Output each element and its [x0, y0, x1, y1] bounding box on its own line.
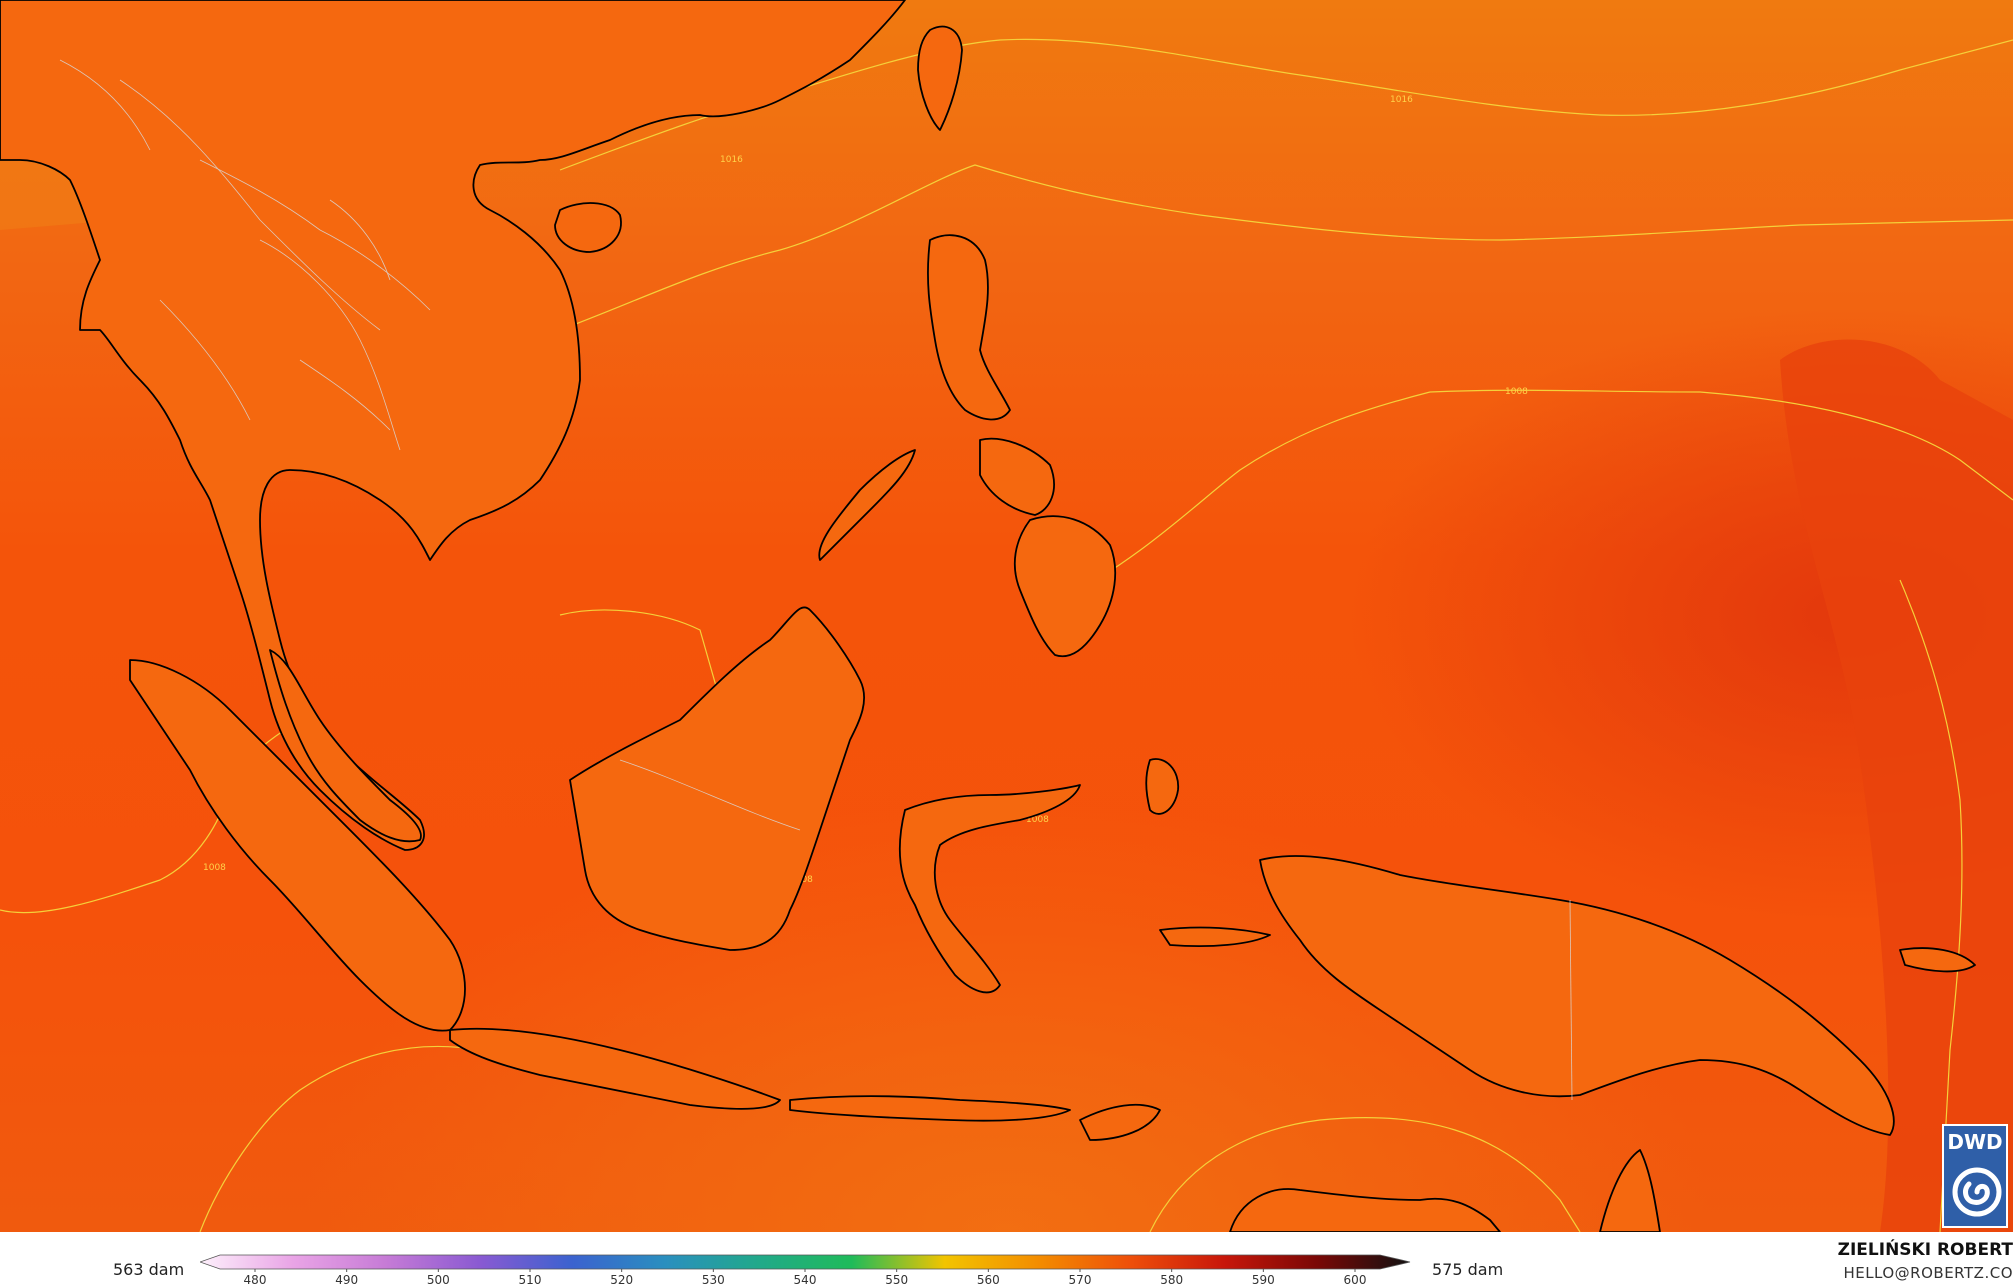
timor-island — [1079, 1103, 1161, 1141]
luzon-island — [927, 234, 1011, 421]
author-name: ZIELIŃSKI ROBERT — [1837, 1240, 2013, 1260]
isobar-label: 1008 — [1026, 815, 1049, 825]
colorbar-tick-label: 600 — [1344, 1273, 1367, 1286]
isobar-label: 1008 — [203, 863, 226, 873]
cape-york — [1599, 1149, 1661, 1232]
colorbar-tick-label: 560 — [977, 1273, 1000, 1286]
colorbar-tick-label: 570 — [1069, 1273, 1092, 1286]
mindanao-island — [1013, 515, 1117, 658]
colorbar-tick-label: 580 — [1160, 1273, 1183, 1286]
colorbar-bar — [200, 1254, 1411, 1270]
dwd-logo-text: DWD — [1947, 1130, 2003, 1154]
visayas-islands — [979, 437, 1055, 516]
colorbar-ticks: 480 490 500 510 520 530 540 550 560 570 580 590 600 — [244, 1269, 1367, 1286]
isobar-label: 1008 — [1505, 387, 1528, 397]
isobar-label: 1016 — [720, 155, 743, 165]
range-min-label: 563 dam — [113, 1260, 185, 1279]
mainland-southeast-asia — [0, 0, 906, 851]
sulawesi-island — [898, 784, 1081, 994]
map-canvas: 1016 1016 1008 1008 1008 1008 1008 1008 — [0, 0, 2013, 1232]
halmahera-island — [1145, 758, 1179, 815]
colorbar-tick-label: 550 — [885, 1273, 908, 1286]
colorbar-tick-label: 520 — [610, 1273, 633, 1286]
colorbar-tick-label: 590 — [1252, 1273, 1275, 1286]
seram-island — [1159, 926, 1271, 947]
new-guinea-island — [1259, 855, 1895, 1136]
australia-north-coast — [1229, 1188, 1501, 1232]
colorbar-tick-label: 490 — [335, 1273, 358, 1286]
isobar-label: 1016 — [1390, 95, 1413, 105]
legend-footer: 563 dam 480 490 500 510 520 530 540 550 560 570 58… — [0, 1232, 2013, 1287]
colorbar: 480 490 500 510 520 530 540 550 560 570 580 590 600 — [200, 1254, 1411, 1286]
range-max-label: 575 dam — [1432, 1260, 1504, 1279]
palawan-island — [818, 449, 916, 561]
lesser-sunda-islands — [789, 1095, 1071, 1122]
colorbar-tick-label: 510 — [519, 1273, 542, 1286]
author-email: HELLO@ROBERTZ.CO — [1843, 1264, 2013, 1282]
country-borders — [59, 59, 1573, 1101]
colorbar-tick-label: 480 — [244, 1273, 267, 1286]
colorbar-tick-label: 500 — [427, 1273, 450, 1286]
taiwan-island — [917, 25, 963, 131]
hainan-island — [554, 202, 622, 253]
new-britain-island — [1899, 947, 1976, 973]
weather-map: 1016 1016 1008 1008 1008 1008 1008 1008 — [0, 0, 2013, 1232]
coastlines — [0, 0, 1976, 1232]
colorbar-tick-label: 530 — [702, 1273, 725, 1286]
dwd-spiral-icon — [1952, 1167, 2002, 1217]
dwd-logo: DWD — [1942, 1124, 2008, 1228]
colorbar-tick-label: 540 — [794, 1273, 817, 1286]
java-island — [449, 1027, 781, 1110]
malay-peninsula — [269, 649, 422, 843]
borneo-island — [569, 606, 865, 951]
